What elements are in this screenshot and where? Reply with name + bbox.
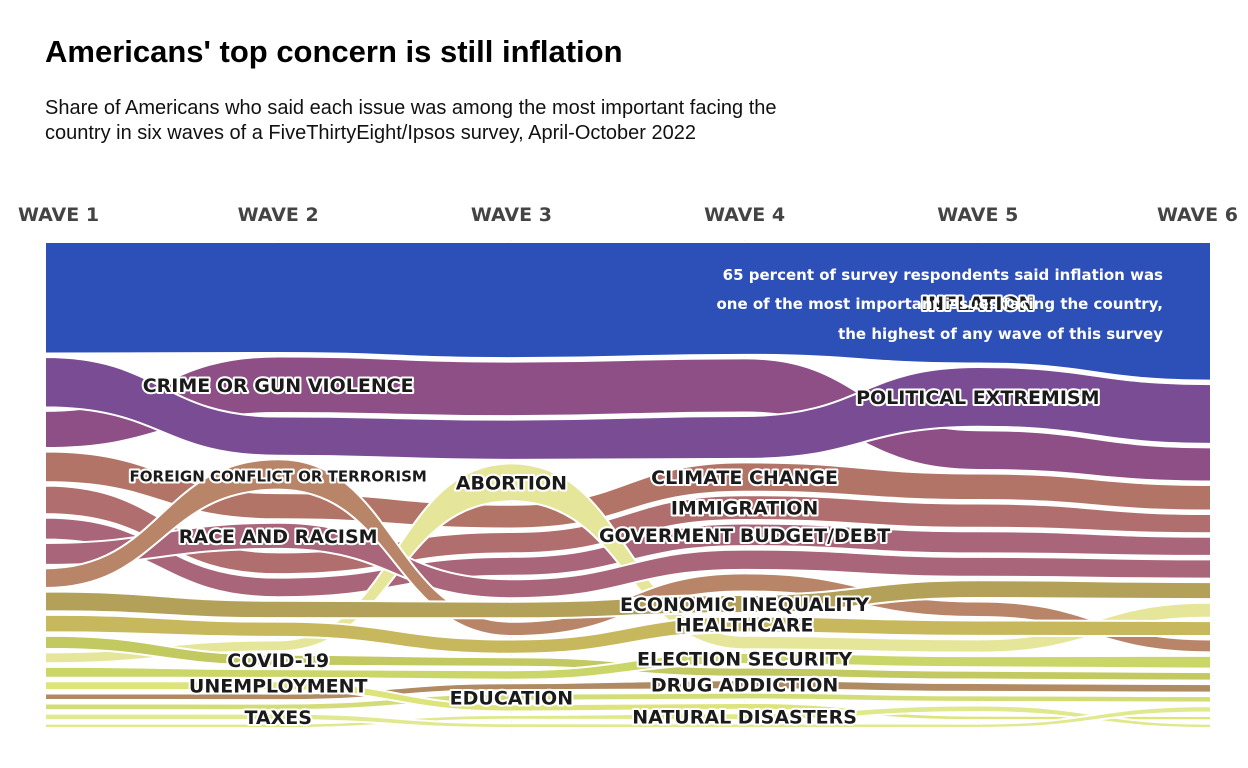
series-label: NATURAL DISASTERS	[632, 707, 857, 729]
series-label: ECONOMIC INEQUALITY	[620, 594, 869, 616]
stream-crime-or-gun-violence	[45, 355, 1211, 483]
wave-label: WAVE 5	[937, 204, 1018, 226]
series-label: ELECTION SECURITY	[637, 648, 852, 670]
streams	[45, 240, 1211, 730]
wave-label: WAVE 2	[238, 204, 319, 226]
series-label: INFLATION	[921, 293, 1034, 315]
series-label: TAXES	[244, 707, 312, 729]
chart-subtitle: Share of Americans who said each issue w…	[45, 97, 777, 144]
series-label: RACE AND RACISM	[179, 526, 378, 548]
stream-drug-addiction	[45, 679, 1211, 702]
stream-political-extremism	[45, 356, 1211, 461]
annotation-line-1: 65 percent of survey respondents said in…	[723, 266, 1163, 284]
series-label: CLIMATE CHANGE	[651, 467, 838, 489]
series-label: HEALTHCARE	[676, 614, 814, 636]
series-label: EDUCATION	[450, 687, 573, 709]
stream-foreign-conflict-or-terrorism	[45, 458, 1211, 654]
series-label: CRIME OR GUN VIOLENCE	[143, 375, 414, 397]
series-label: UNEMPLOYMENT	[189, 676, 368, 698]
chart-title: Americans' top concern is still inflatio…	[45, 34, 623, 69]
stream-election-security	[45, 651, 1211, 681]
stream-inflation	[45, 240, 1211, 382]
series-label: GOVERMENT BUDGET/DEBT	[599, 525, 890, 547]
series-label: IMMIGRATION	[671, 498, 819, 520]
stream-healthcare	[45, 613, 1211, 655]
wave-label: WAVE 3	[471, 204, 552, 226]
series-label: DRUG ADDICTION	[651, 675, 838, 697]
series-label: ABORTION	[456, 472, 567, 494]
series-label: POLITICAL EXTREMISM	[856, 387, 1099, 409]
wave-axis: WAVE 1 WAVE 2 WAVE 3 WAVE 4 WAVE 5 WAVE 6	[18, 204, 1238, 226]
stream-economic-inequality	[45, 579, 1211, 620]
inflation-annotation: 65 percent of survey respondents said in…	[716, 266, 1163, 343]
wave-label: WAVE 4	[704, 204, 785, 226]
annotation-line-2: one of the most important issues facing …	[716, 295, 1163, 313]
stream-abortion	[45, 462, 1211, 665]
annotation-line-3: the highest of any wave of this survey	[838, 325, 1163, 343]
wave-label: WAVE 1	[18, 204, 99, 226]
series-label: COVID-19	[227, 650, 329, 672]
stream-taxes	[45, 705, 1211, 730]
wave-label: WAVE 6	[1157, 204, 1238, 226]
series-labels: INFLATION CRIME OR GUN VIOLENCE POLITICAL …	[128, 291, 1102, 731]
series-label: FOREIGN CONFLICT OR TERRORISM	[130, 467, 427, 485]
stream-unemployment	[45, 680, 1211, 722]
